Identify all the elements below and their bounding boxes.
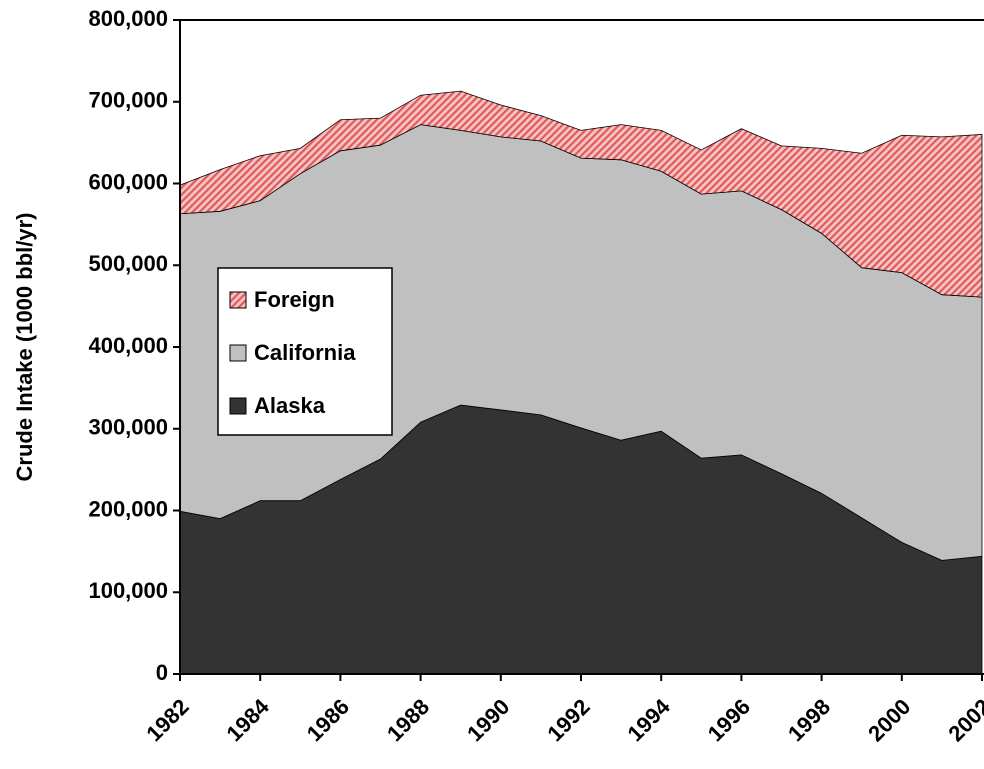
y-tick-label: 600,000 (88, 169, 168, 194)
legend-label: Alaska (254, 393, 326, 418)
x-tick-label: 1984 (222, 693, 275, 746)
x-tick-label: 1988 (382, 694, 434, 746)
legend-swatch (229, 291, 247, 309)
x-tick-label: 1994 (623, 693, 676, 746)
x-tick-label: 1998 (783, 694, 835, 746)
x-tick-label: 2002 (943, 694, 984, 746)
y-tick-label: 200,000 (88, 496, 168, 521)
legend-swatch (229, 397, 247, 415)
legend-label: California (254, 340, 356, 365)
x-tick-label: 2000 (863, 694, 915, 746)
y-tick-label: 700,000 (88, 88, 168, 113)
legend-label: Foreign (254, 287, 335, 312)
y-tick-label: 100,000 (88, 578, 168, 603)
x-tick-label: 1982 (141, 694, 193, 746)
y-tick-label: 400,000 (88, 333, 168, 358)
x-tick-label: 1992 (542, 694, 594, 746)
legend-swatch (229, 344, 247, 362)
y-tick-label: 500,000 (88, 251, 168, 276)
x-tick-label: 1990 (462, 694, 514, 746)
y-tick-label: 300,000 (88, 415, 168, 440)
x-tick-label: 1996 (703, 694, 755, 746)
y-tick-label: 800,000 (88, 6, 168, 31)
y-tick-label: 0 (156, 660, 168, 685)
legend-box (217, 267, 393, 436)
x-tick-label: 1986 (302, 694, 354, 746)
area (179, 90, 983, 298)
y-axis-label: Crude Intake (1000 bbl/yr) (12, 213, 37, 482)
